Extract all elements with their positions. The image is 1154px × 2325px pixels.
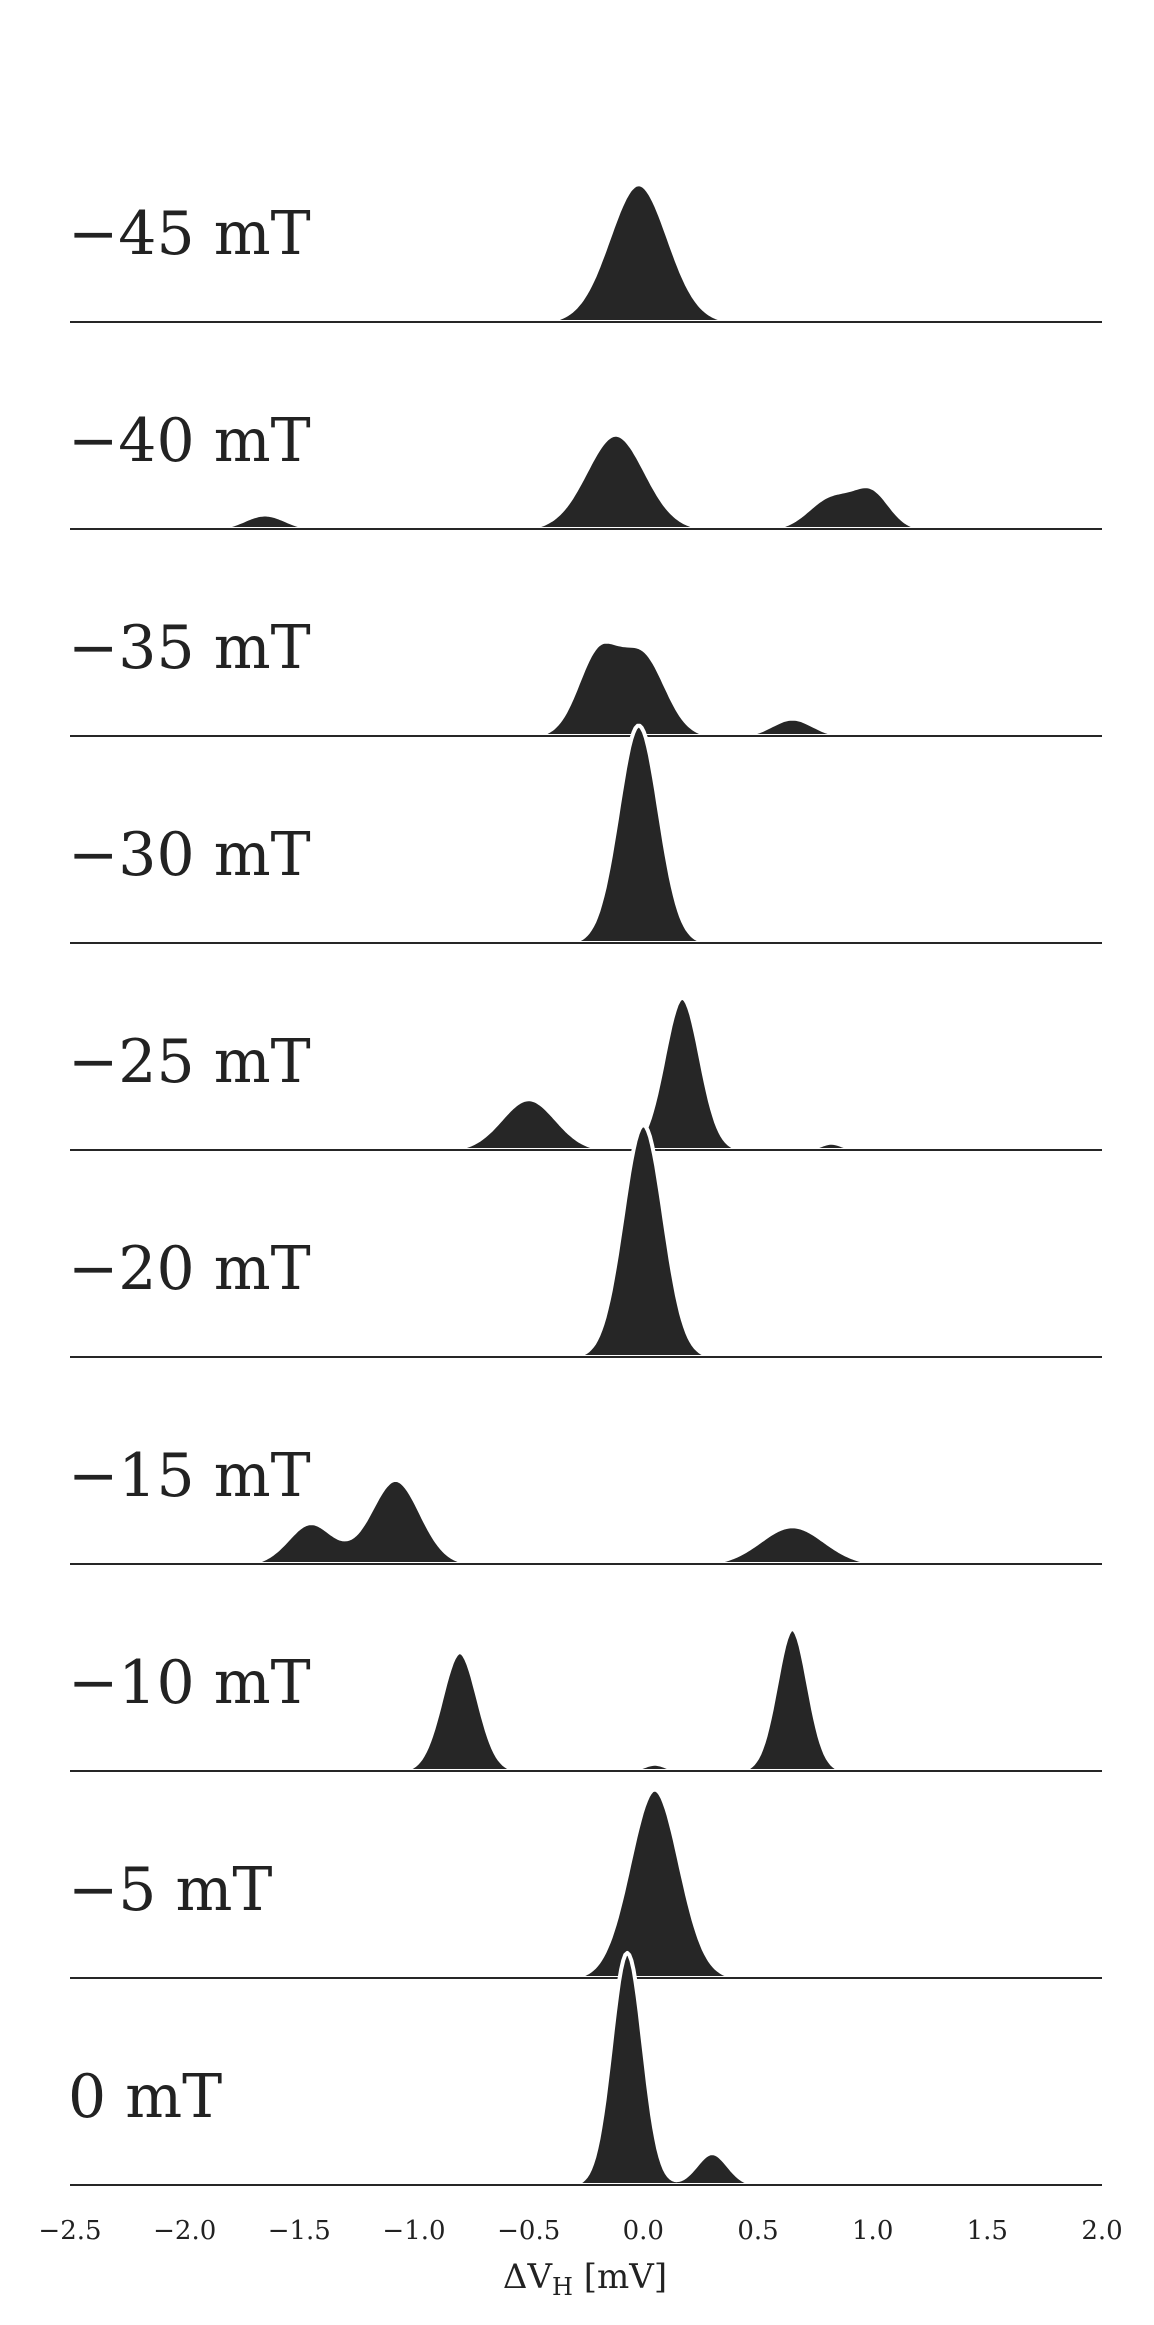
ridge-row: −40 mT	[68, 406, 1104, 531]
x-tick-label: −0.5	[497, 2216, 560, 2246]
ridge-row: −45 mT	[68, 182, 1104, 324]
ridge-label: −25 mT	[68, 1027, 311, 1097]
ridge-row: −5 mT	[68, 1787, 1104, 1980]
ridge-row: −35 mT	[68, 613, 1104, 738]
x-tick-label: −1.0	[382, 2216, 445, 2246]
x-tick-label: −1.5	[268, 2216, 331, 2246]
ridge-row: −10 mT	[68, 1626, 1104, 1773]
ridge-label: −45 mT	[68, 199, 311, 269]
density-area	[68, 1951, 1104, 2187]
ridge-row: −20 mT	[68, 1123, 1104, 1359]
ridge-row: −25 mT	[68, 995, 1104, 1152]
x-tick-label: 0.5	[737, 2216, 778, 2246]
ridge-label: −30 mT	[68, 820, 311, 890]
x-axis-label: ΔVH [mV]	[503, 2257, 667, 2301]
ridge-row: 0 mT	[68, 1951, 1104, 2187]
x-tick-label: −2.5	[38, 2216, 101, 2246]
ridges-group: −45 mT −40 mT −35 mT −30 mT −25 mT −20 mT −15 …	[68, 182, 1104, 2187]
x-tick-label: 1.5	[967, 2216, 1008, 2246]
ridge-label: −5 mT	[68, 1855, 272, 1925]
ridge-label: −20 mT	[68, 1234, 311, 1304]
ridge-label: −10 mT	[68, 1648, 311, 1718]
x-tick-label: 2.0	[1081, 2216, 1122, 2246]
ridge-label: −35 mT	[68, 613, 311, 683]
x-tick-label: 1.0	[852, 2216, 893, 2246]
ridge-label: −15 mT	[68, 1441, 311, 1511]
x-axis: −2.5 −2.0 −1.5 −1.0 −0.5 0.0 0.5 1.0 1.5 2.0	[38, 2216, 1122, 2246]
ridge-label: −40 mT	[68, 406, 311, 476]
ridge-row: −15 mT	[68, 1441, 1104, 1566]
ridge-row: −30 mT	[68, 723, 1104, 945]
x-tick-label: 0.0	[623, 2216, 664, 2246]
ridge-label: 0 mT	[68, 2062, 222, 2132]
x-tick-label: −2.0	[153, 2216, 216, 2246]
